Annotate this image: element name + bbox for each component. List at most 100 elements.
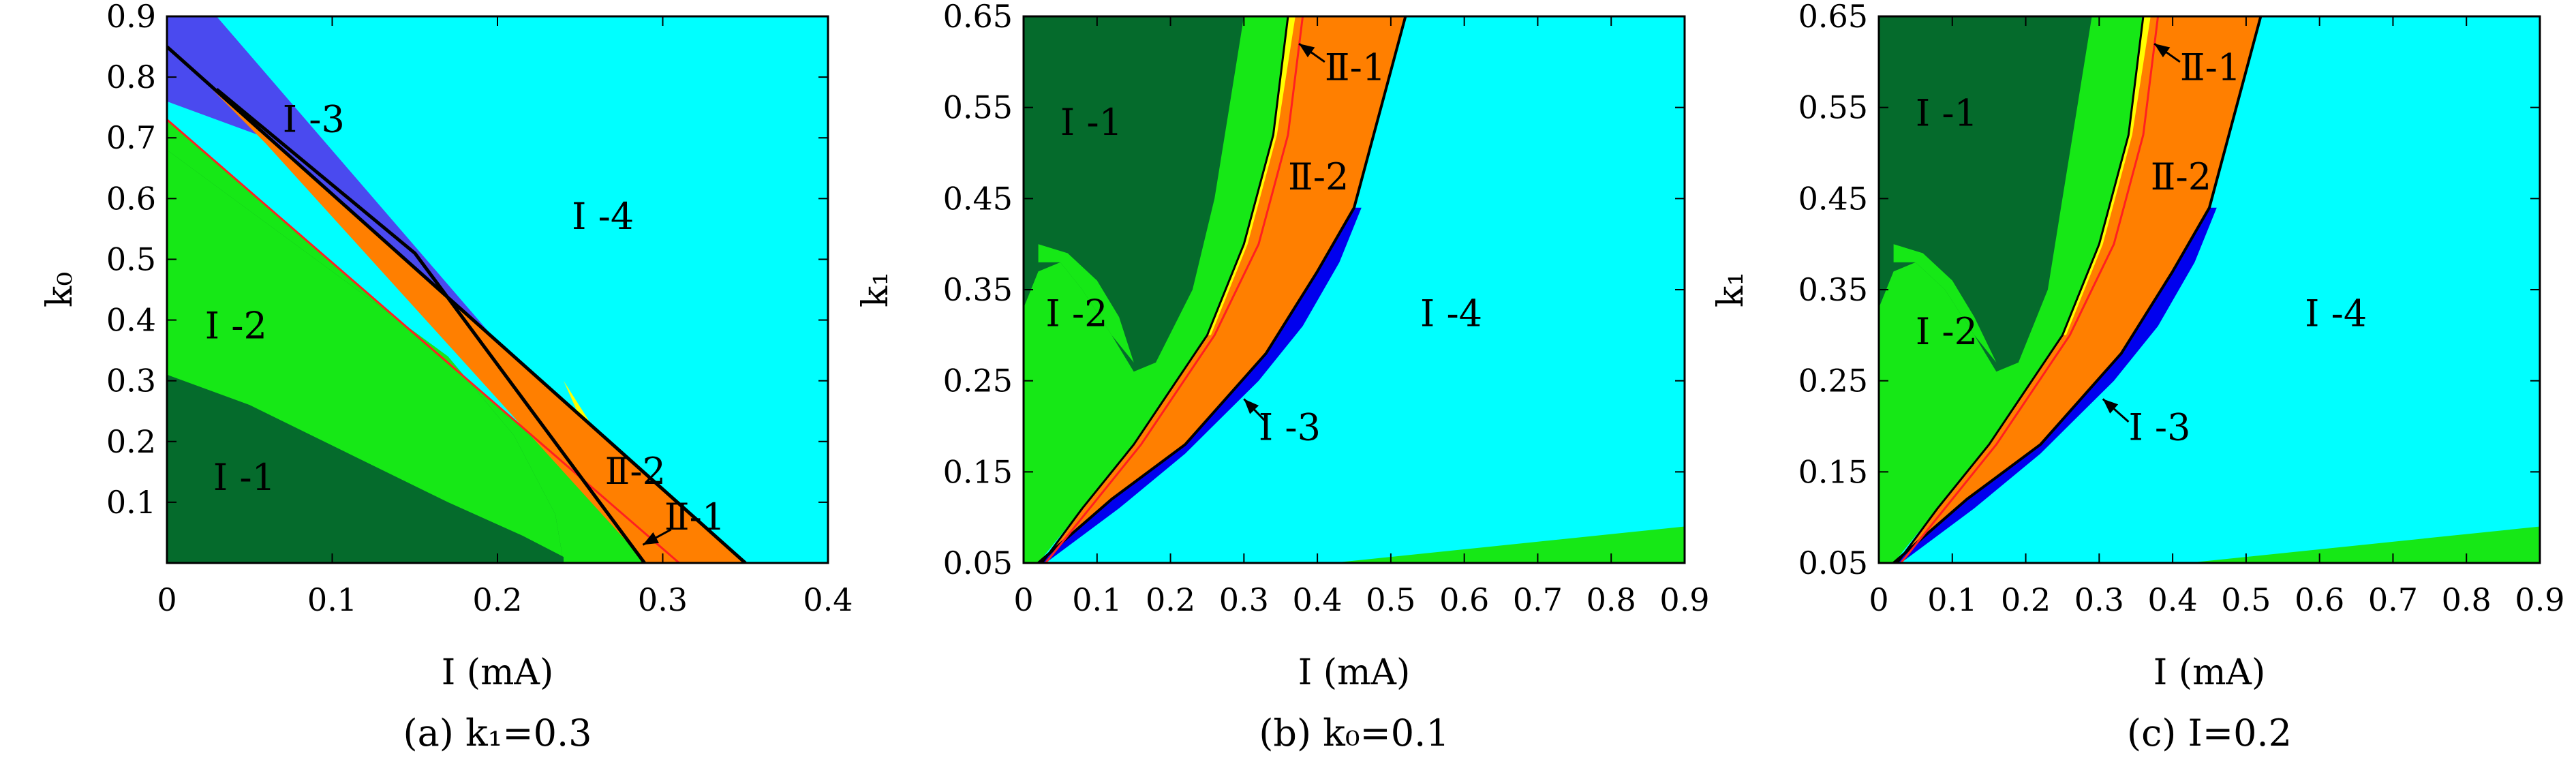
boundary-line-1	[1037, 16, 1407, 563]
x-tick-label: 0.8	[2442, 581, 2491, 618]
x-axis-label: I (mA)	[2153, 652, 2266, 693]
panel-caption: (a) k₁=0.3	[403, 712, 592, 755]
x-tick-label: 0	[157, 581, 177, 618]
region-fill-2	[2187, 526, 2540, 563]
region-fill-8	[1893, 244, 1997, 363]
panel-caption: (b) k₀=0.1	[1259, 712, 1449, 755]
x-axis-label: I (mA)	[1298, 652, 1411, 693]
x-axis-label: I (mA)	[442, 652, 554, 693]
region-label-2: I -2	[1045, 292, 1107, 335]
boundary-line-3	[215, 87, 646, 563]
y-tick-label: 0.45	[1798, 180, 1868, 217]
x-tick-label: 0	[1869, 581, 1888, 618]
y-tick-label: 0.45	[943, 180, 1013, 217]
region-label-4: I -4	[2305, 292, 2367, 335]
x-tick-label: 0.7	[2368, 581, 2418, 618]
annotation-arrowhead-1	[2154, 44, 2171, 58]
y-tick-label: 0.15	[1798, 453, 1868, 490]
boundary-line-1	[1892, 16, 2263, 563]
boundary-line-3	[1900, 16, 2160, 563]
y-tick-label: 0.1	[106, 484, 156, 521]
region-label-1: I -1	[1060, 101, 1122, 144]
region-fill-5	[167, 150, 564, 563]
region-label-3: I -3	[283, 97, 345, 140]
x-tick-label: 0.3	[2074, 581, 2124, 618]
region-label-3: I -3	[2128, 406, 2190, 449]
y-tick-label: 0.35	[943, 271, 1013, 308]
boundary-line-2	[1896, 16, 2145, 563]
y-tick-label: 0.35	[1798, 271, 1868, 308]
region-fill-7	[1879, 16, 2092, 372]
y-tick-label: 0.4	[106, 302, 156, 339]
x-tick-label: 0.3	[1219, 581, 1269, 618]
region-fill-4	[1038, 16, 1406, 563]
region-label-2: I -2	[205, 304, 267, 347]
x-tick-label: 0.1	[1927, 581, 1977, 618]
y-tick-label: 0.05	[943, 545, 1013, 581]
y-tick-label: 0.9	[106, 0, 156, 35]
y-tick-label: 0.25	[1798, 363, 1868, 399]
x-tick-label: 0.1	[1072, 581, 1122, 618]
region-fill-8	[1038, 244, 1134, 363]
annotation-arrowhead-2	[1244, 399, 1259, 414]
region-label-6: Ⅱ-1	[664, 496, 725, 538]
x-tick-label: 0.5	[2221, 581, 2271, 618]
region-label-5: Ⅱ-2	[605, 450, 666, 493]
plot-area: I -1I -2I -3I -4Ⅱ-2Ⅱ-1	[1024, 16, 1685, 563]
panel-3: I -1 I -2 I -3 I -4 Ⅱ-2 Ⅱ-1 0 0.1 0.2 0.3 0.4 0.5 0.…	[1711, 0, 2565, 755]
region-label-5: Ⅱ-2	[1288, 155, 1349, 198]
x-tick-label: 0.8	[1586, 581, 1636, 618]
region-label-3: I -3	[1259, 406, 1321, 449]
x-tick-label: 0.9	[1659, 581, 1709, 618]
x-tick-label: 0.4	[2148, 581, 2198, 618]
x-tick-label: 0.1	[307, 581, 357, 618]
x-tick-label: 0	[1013, 581, 1033, 618]
annotation-arrowhead-1	[1299, 44, 1315, 58]
region-fill-5	[1207, 16, 1295, 335]
y-tick-label: 0.05	[1798, 545, 1868, 581]
y-tick-label: 0.65	[943, 0, 1013, 35]
region-fill-4	[1893, 16, 2261, 563]
region-fill-2	[1332, 526, 1685, 563]
annotation-arrowhead-1	[643, 532, 660, 545]
panel-2: I -1 I -2 I -3 I -4 Ⅱ-2 Ⅱ-1 0 0.1 0.2 0.3 0.4 0.5 0.…	[855, 0, 1710, 755]
y-tick-label: 0.55	[943, 89, 1013, 126]
y-tick-label: 0.65	[1798, 0, 1868, 35]
y-axis-label: k₁	[855, 272, 896, 307]
y-tick-label: 0.2	[106, 423, 156, 460]
x-tick-label: 0.7	[1513, 581, 1563, 618]
x-tick-label: 0.2	[1146, 581, 1195, 618]
x-tick-label: 0.4	[1293, 581, 1343, 618]
x-tick-label: 0.6	[1439, 581, 1489, 618]
y-tick-label: 0.55	[1798, 89, 1868, 126]
region-label-1: I -1	[213, 456, 275, 499]
y-tick-label: 0.3	[106, 363, 156, 399]
y-tick-label: 0.15	[943, 453, 1013, 490]
x-tick-label: 0.9	[2515, 581, 2564, 618]
region-label-6: Ⅱ-1	[1325, 46, 1385, 89]
region-fill-5	[2062, 16, 2151, 335]
x-tick-label: 0.4	[803, 581, 853, 618]
boundary-line-3	[1045, 16, 1304, 563]
region-label-1: I -1	[1916, 91, 1978, 134]
x-tick-label: 0.6	[2295, 581, 2344, 618]
plot-area: I -1I -2I -3I -4Ⅱ-2Ⅱ-1	[1879, 16, 2540, 563]
x-tick-label: 0.2	[2001, 581, 2051, 618]
region-label-6: Ⅱ-1	[2180, 46, 2241, 89]
y-axis-label: k₀	[40, 272, 80, 307]
x-tick-label: 0.2	[472, 581, 522, 618]
plot-area: I -1I -2I -3I -4Ⅱ-2Ⅱ-1	[167, 16, 828, 563]
y-tick-label: 0.8	[106, 59, 156, 95]
annotation-arrowhead-2	[2102, 399, 2119, 414]
y-axis-label: k₁	[1711, 272, 1751, 307]
panel-1: I -1 I -2 I -3 I -4 Ⅱ-2Ⅱ-1 0 0.1 0.2 0.3 0.4 0.1 0.…	[40, 0, 853, 755]
y-tick-label: 0.5	[106, 241, 156, 277]
x-tick-label: 0.3	[638, 581, 688, 618]
region-fill-6	[167, 374, 564, 563]
x-tick-label: 0.5	[1366, 581, 1415, 618]
region-label-5: Ⅱ-2	[2151, 155, 2211, 198]
y-tick-label: 0.7	[106, 119, 156, 156]
panel-caption: (c) I=0.2	[2127, 712, 2292, 755]
